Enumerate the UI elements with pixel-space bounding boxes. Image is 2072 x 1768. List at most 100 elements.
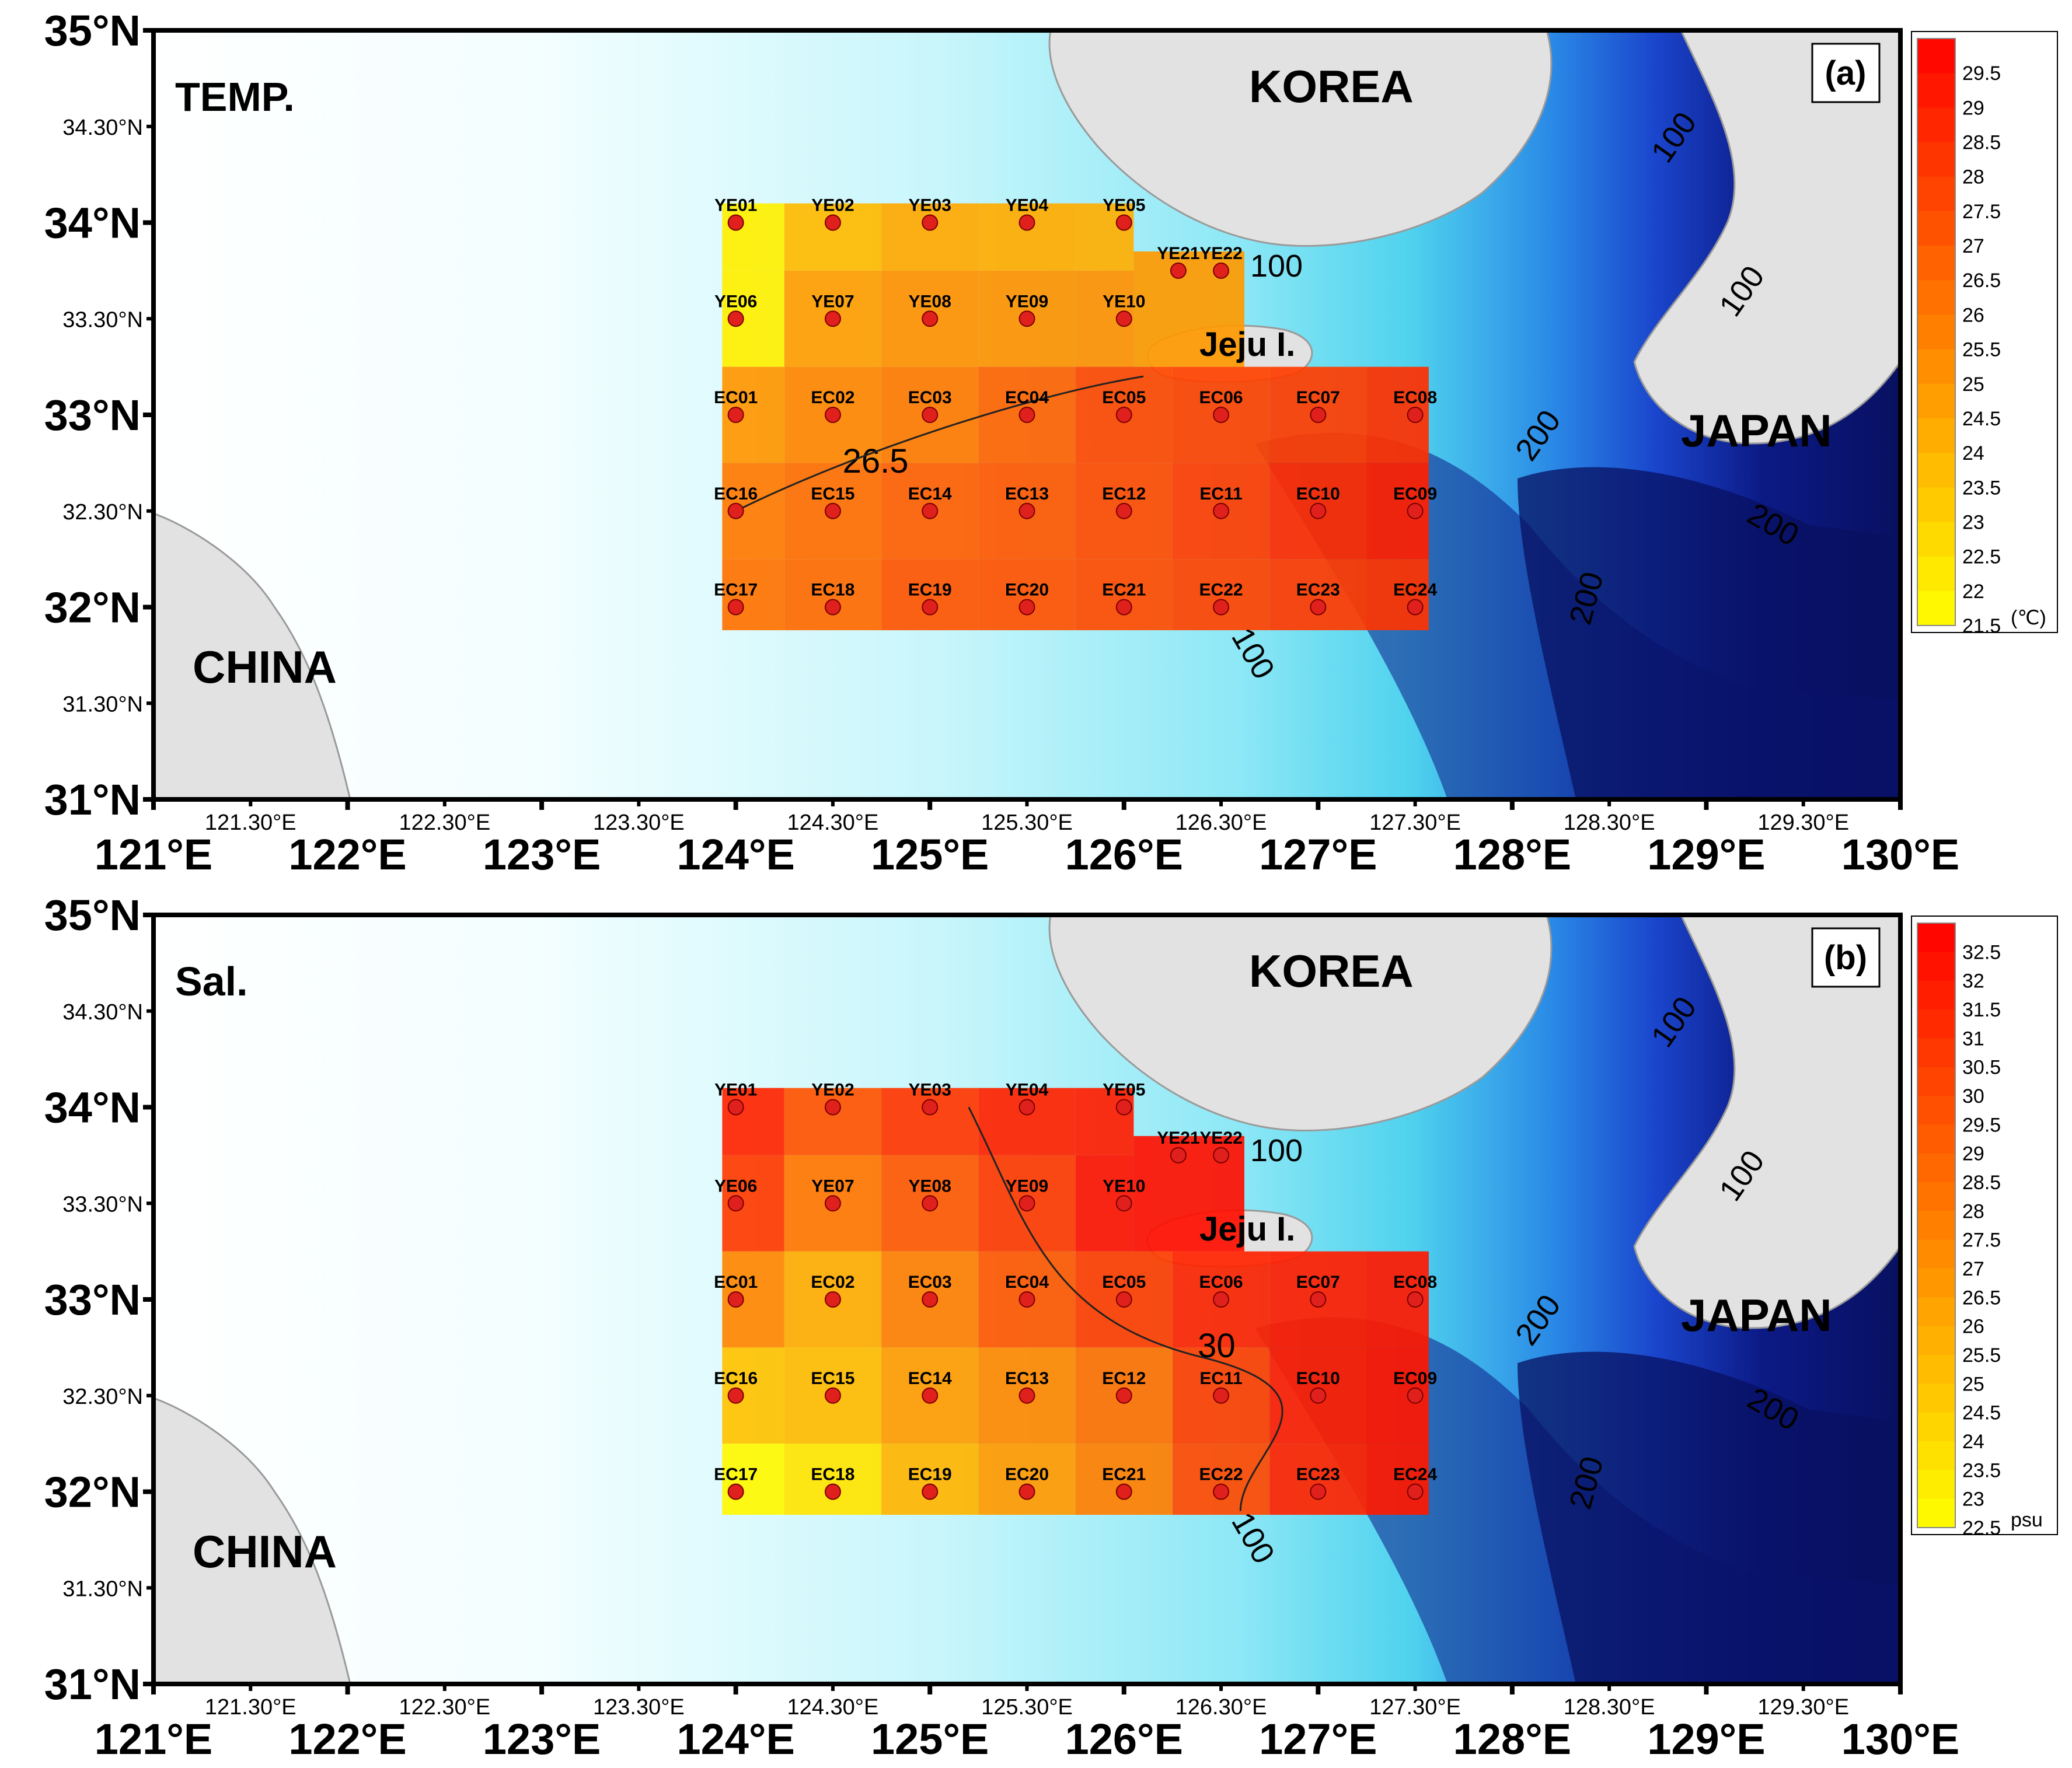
station-marker	[1115, 1195, 1132, 1212]
station-marker	[1115, 407, 1132, 423]
colorbar-segment	[1917, 1067, 1955, 1096]
station-label: YE09	[1006, 1176, 1048, 1196]
china-coast	[154, 512, 351, 799]
colorbar-segment	[1917, 280, 1955, 315]
lon-major-label: 129°E	[1647, 830, 1765, 879]
colorbar-segment	[1917, 1269, 1955, 1298]
isobath-label: 100	[1250, 249, 1303, 284]
japan-coast	[1633, 30, 1900, 445]
lat-minor-label: 31.30°N	[62, 1577, 143, 1601]
lat-major-label: 32°N	[44, 1468, 141, 1517]
contour-label: 30	[1198, 1327, 1236, 1365]
station-marker	[1018, 1195, 1035, 1212]
colorbar-segment	[1917, 73, 1955, 108]
station-marker	[1170, 1147, 1187, 1163]
station-label: YE10	[1103, 1176, 1145, 1196]
station-marker	[727, 310, 744, 327]
lat-minor-label: 34.30°N	[62, 1000, 143, 1025]
station-label: YE05	[1103, 196, 1145, 215]
lon-major-label: 130°E	[1841, 830, 1959, 879]
colorbar-segment	[1917, 246, 1955, 281]
china-label: CHINA	[193, 1526, 337, 1577]
station-marker	[1115, 1387, 1132, 1404]
lon-minor-label: 121.30°E	[205, 810, 297, 835]
colorbar-tick-label: 27.5	[1962, 201, 2001, 223]
lon-minor-label: 127.30°E	[1369, 1695, 1461, 1720]
japan-coast	[1633, 915, 1900, 1329]
field-cell	[722, 203, 784, 271]
station-label: EC18	[811, 581, 854, 600]
field-cell	[784, 1444, 882, 1515]
station-marker	[922, 1483, 939, 1500]
colorbar-segment	[1917, 952, 1955, 981]
lon-minor-label: 125.30°E	[981, 810, 1073, 835]
colorbar-tick-label: 30	[1962, 1085, 1984, 1107]
lon-major-label: 126°E	[1065, 1715, 1183, 1763]
station-label: EC23	[1296, 581, 1340, 600]
station-marker	[1310, 1387, 1327, 1404]
lon-major-label: 123°E	[483, 830, 601, 879]
colorbar-tick-label: 28	[1962, 166, 1984, 188]
lon-minor-label: 129.30°E	[1757, 810, 1849, 835]
station-label: EC06	[1199, 1273, 1243, 1292]
station-marker	[1407, 1387, 1424, 1404]
lat-major-label: 32°N	[44, 583, 141, 632]
station-label: EC08	[1393, 388, 1437, 407]
station-marker	[1310, 599, 1327, 616]
station-label: YE02	[811, 196, 854, 215]
colorbar-segment	[1917, 1009, 1955, 1039]
colorbar-segment	[1917, 980, 1955, 1010]
station-label: YE05	[1103, 1081, 1145, 1100]
colorbar-tick-label: 27	[1962, 1258, 1984, 1280]
station-marker	[1018, 214, 1035, 231]
colorbar-segment	[1917, 522, 1955, 557]
colorbar-segment	[1917, 383, 1955, 419]
lon-minor-label: 128.30°E	[1564, 810, 1655, 835]
station-label: EC04	[1005, 388, 1049, 407]
colorbar-tick-label: 28.5	[1962, 132, 2001, 154]
lon-minor-label: 122.30°E	[399, 810, 490, 835]
station-marker	[1018, 1387, 1035, 1404]
station-label: EC17	[714, 581, 758, 600]
lat-minor-label: 34.30°N	[62, 116, 143, 140]
station-label: EC22	[1199, 1465, 1243, 1484]
lon-major-label: 129°E	[1647, 1715, 1765, 1763]
variable-label: Sal.	[175, 959, 248, 1004]
contour-line	[735, 375, 1144, 512]
lon-major-label: 122°E	[288, 830, 406, 879]
station-label: EC01	[714, 1273, 758, 1292]
lon-minor-label: 123.30°E	[593, 1695, 685, 1720]
station-label: YE10	[1103, 292, 1145, 311]
japan-label: JAPAN	[1681, 1290, 1832, 1341]
field-cell	[722, 559, 784, 631]
colorbar-tick-label: 23	[1962, 511, 1984, 533]
station-marker	[727, 1099, 744, 1116]
field-cell	[784, 559, 882, 631]
station-marker	[922, 502, 939, 519]
contour-line	[968, 1106, 1283, 1511]
station-label: EC02	[811, 388, 854, 407]
colorbar-tick-label: 21.5	[1962, 615, 2001, 637]
field-cell	[1172, 559, 1270, 631]
lat-minor-label: 32.30°N	[62, 500, 143, 525]
lon-minor-label: 126.30°E	[1175, 810, 1267, 835]
station-marker	[1018, 1483, 1035, 1500]
station-label: YE01	[714, 1081, 757, 1100]
colorbar-temperature: 21.5 22 22.5 23 23.5 24 24.5 25 25.5 26 26.5 27 27.5…	[1911, 31, 2058, 637]
colorbar-tick-label: 25.5	[1962, 339, 2001, 361]
station-marker	[1018, 502, 1035, 519]
colorbar-segment	[1917, 591, 1955, 626]
lat-minor-label: 32.30°N	[62, 1385, 143, 1409]
station-label: EC14	[908, 484, 952, 504]
colorbar-segment	[1917, 1297, 1955, 1327]
colorbar-tick-label: 28	[1962, 1200, 1984, 1222]
lon-minor-label: 128.30°E	[1564, 1695, 1655, 1720]
station-marker	[922, 599, 939, 616]
station-label: EC22	[1199, 581, 1243, 600]
station-marker	[824, 1291, 841, 1308]
lon-minor-label: 124.30°E	[787, 810, 879, 835]
station-label: EC15	[811, 484, 854, 504]
station-marker	[1115, 1099, 1132, 1116]
station-marker	[1018, 310, 1035, 327]
field-cell	[881, 559, 979, 631]
